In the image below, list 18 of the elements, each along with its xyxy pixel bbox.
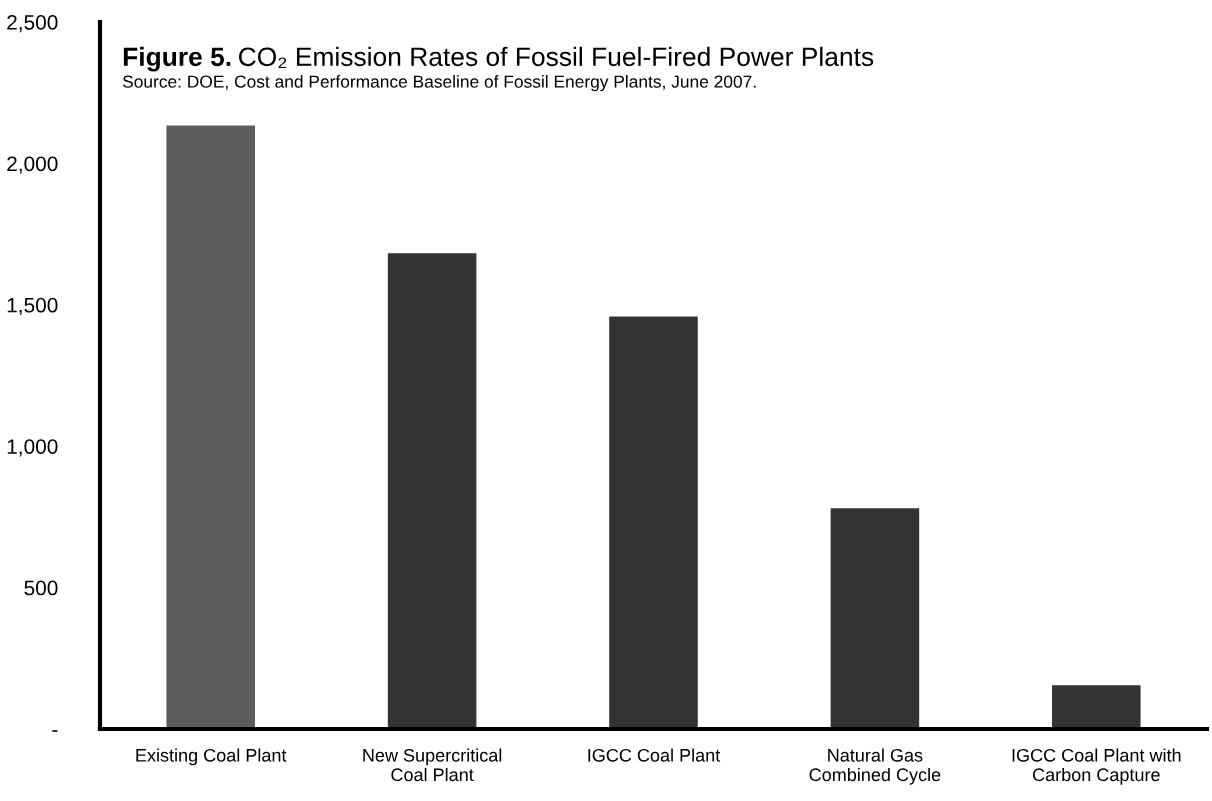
x-tick-label: New Supercritical Coal Plant: [363, 748, 502, 782]
x-tick-label: IGCC Coal Plant with Carbon Capture: [1012, 748, 1181, 785]
x-tick-label: IGCC Coal Plant: [588, 748, 721, 762]
y-tick-label: 1,500: [7, 297, 58, 316]
y-tick-label: 1,000: [7, 439, 58, 457]
annotation: Source: DOE, Cost and Performance Baseline of Fossil Energy Plants, June 2007.: [122, 75, 756, 92]
y-tick-label: 2,000: [7, 156, 58, 174]
x-tick-label: Natural Gas Combined Cycle: [809, 748, 941, 785]
y-tick-label: 2,500: [7, 15, 58, 33]
bar: [609, 316, 698, 729]
bar: [166, 125, 255, 729]
bar: [830, 508, 920, 729]
y-tick-label: 500: [24, 580, 58, 596]
bar: [387, 253, 477, 729]
bar: [1052, 685, 1141, 729]
y-tick-label: -: [52, 730, 58, 732]
x-tick-label: Existing Coal Plant: [136, 748, 287, 766]
text: Figure 5. CO₂ Emission Rates of Fossil Fuel-Fired Power Plants: [123, 46, 874, 72]
